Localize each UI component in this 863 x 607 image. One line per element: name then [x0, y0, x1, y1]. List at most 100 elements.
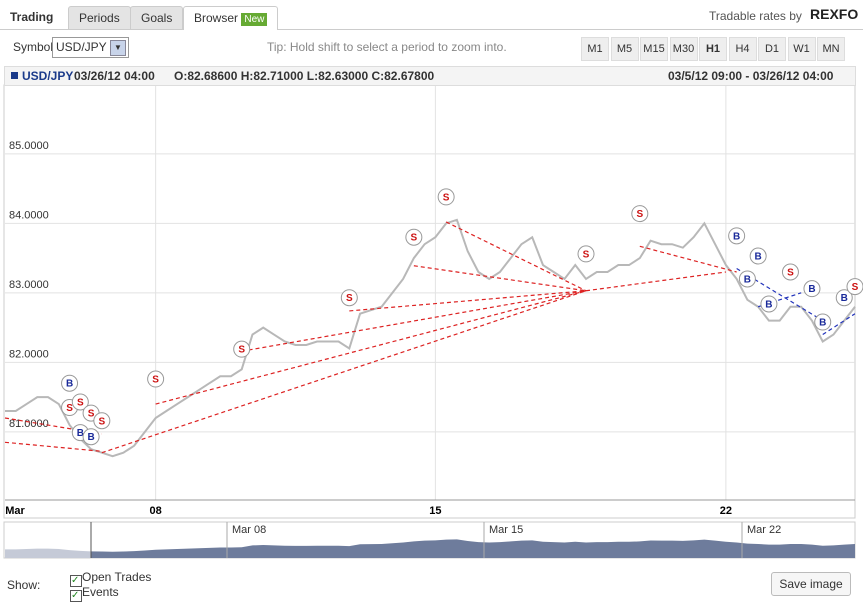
y-tick-label: 83.0000	[9, 279, 49, 291]
tab[interactable]: Trading	[10, 10, 54, 24]
trade-marker	[846, 278, 863, 296]
trade-marker-label: B	[87, 432, 94, 443]
trade-marker-label: B	[819, 318, 826, 329]
x-tick-label: Mar	[5, 505, 25, 517]
trade-marker	[61, 374, 79, 392]
trade-marker-label: S	[583, 249, 590, 260]
trade-line	[413, 265, 587, 292]
checkbox[interactable]: ✓	[70, 575, 82, 587]
trade-marker-label: S	[77, 397, 84, 408]
period-button[interactable]: MN	[817, 37, 845, 61]
brand-name: REXFO	[810, 6, 859, 22]
period-button[interactable]: M30	[669, 37, 698, 61]
tab-label: Browser	[194, 11, 239, 25]
new-badge: New	[241, 13, 268, 26]
trade-marker-label: B	[77, 428, 84, 439]
trade-marker	[93, 412, 111, 430]
trade-marker	[738, 270, 756, 288]
period-button[interactable]: M5	[610, 37, 639, 61]
trade-marker	[340, 289, 358, 307]
checkbox-option[interactable]: ✓ Open Trades	[70, 570, 151, 587]
trade-marker-label: S	[636, 209, 643, 220]
info-symbol: USD/JPY	[22, 69, 74, 83]
trade-marker-label: S	[66, 403, 73, 414]
trade-marker-label: S	[443, 192, 450, 203]
trade-marker	[835, 289, 853, 307]
trade-marker	[631, 205, 649, 223]
trade-marker	[233, 340, 251, 358]
trade-line	[4, 417, 102, 435]
navigator-label: Mar 22	[747, 524, 782, 536]
navigator-label: Mar 15	[489, 524, 524, 536]
trade-marker	[781, 263, 799, 281]
option-label: Events	[82, 585, 119, 599]
info-bar	[4, 66, 856, 86]
trade-marker	[147, 370, 165, 388]
brand-prefix: Tradable rates by	[709, 9, 802, 23]
trade-marker	[803, 280, 821, 298]
trade-line	[241, 290, 587, 352]
tab[interactable]: Periods	[68, 6, 131, 29]
checkbox[interactable]: ✓	[70, 590, 82, 602]
option-label: Open Trades	[82, 570, 152, 584]
period-button[interactable]: H4	[728, 37, 757, 61]
navigator-unselected	[5, 523, 91, 558]
trade-marker-label: S	[238, 345, 245, 356]
save-button[interactable]: Save image	[771, 572, 851, 596]
trade-marker	[814, 313, 832, 331]
trade-line	[349, 290, 587, 312]
show-label: Show:	[7, 578, 41, 592]
trade-marker-label: B	[66, 379, 73, 390]
period-button[interactable]: W1	[787, 37, 816, 61]
x-tick-label: 08	[150, 505, 162, 517]
trade-marker-label: S	[852, 282, 859, 293]
symbol-value: USD/JPY	[56, 40, 107, 54]
period-button[interactable]: D1	[758, 37, 786, 61]
trade-marker-label: S	[346, 293, 353, 304]
trade-marker-label: B	[733, 231, 740, 242]
trade-marker-label: S	[787, 267, 794, 278]
period-button[interactable]: M15	[640, 37, 668, 61]
price-line	[5, 218, 856, 458]
dropdown-arrow: ▼	[110, 40, 126, 56]
tab[interactable]: Goals	[130, 6, 184, 29]
x-tick-label: 15	[429, 505, 441, 517]
trade-marker-label: S	[88, 409, 95, 420]
y-tick-label: 85.0000	[9, 140, 49, 152]
trade-marker-label: S	[411, 233, 418, 244]
navigator-area	[5, 539, 855, 558]
trade-marker-label: B	[841, 293, 848, 304]
trade-marker-label: B	[808, 284, 815, 295]
info-time: 03/26/12 04:00	[74, 69, 155, 83]
trade-line	[4, 441, 102, 452]
y-tick-label: 84.0000	[9, 209, 49, 221]
trade-marker-label: B	[765, 299, 772, 310]
tab-divider	[0, 29, 863, 30]
period-button[interactable]: M1	[581, 37, 609, 61]
trade-line	[445, 221, 587, 292]
period-button[interactable]: H1	[699, 37, 727, 61]
trade-line	[101, 290, 587, 454]
symbol-select[interactable]: USD/JPY ▼	[52, 37, 129, 58]
x-tick-label: 22	[720, 505, 732, 517]
trade-marker	[749, 247, 767, 265]
trade-marker	[728, 227, 746, 245]
trade-marker-label: B	[755, 252, 762, 263]
tab[interactable]: Browser New	[183, 6, 279, 30]
trade-marker	[82, 428, 100, 446]
symbol-label: Symbol	[13, 40, 54, 54]
trade-marker	[71, 393, 89, 411]
trade-line	[585, 271, 726, 292]
navigator-label: Mar 08	[232, 524, 267, 536]
tip: Tip: Hold shift to select a period to zo…	[267, 40, 507, 54]
checkbox-option[interactable]: ✓ Events	[70, 585, 119, 602]
info-icon	[11, 72, 18, 79]
trade-marker	[437, 188, 455, 206]
info-range: 03/5/12 09:00 - 03/26/12 04:00	[668, 69, 834, 83]
trade-marker	[405, 228, 423, 246]
y-tick-label: 82.0000	[9, 348, 49, 360]
trade-marker-label: S	[152, 375, 159, 386]
info-ohlc: O:82.68600 H:82.71000 L:82.63000 C:82.67…	[174, 69, 435, 83]
plot-area	[3, 84, 856, 519]
